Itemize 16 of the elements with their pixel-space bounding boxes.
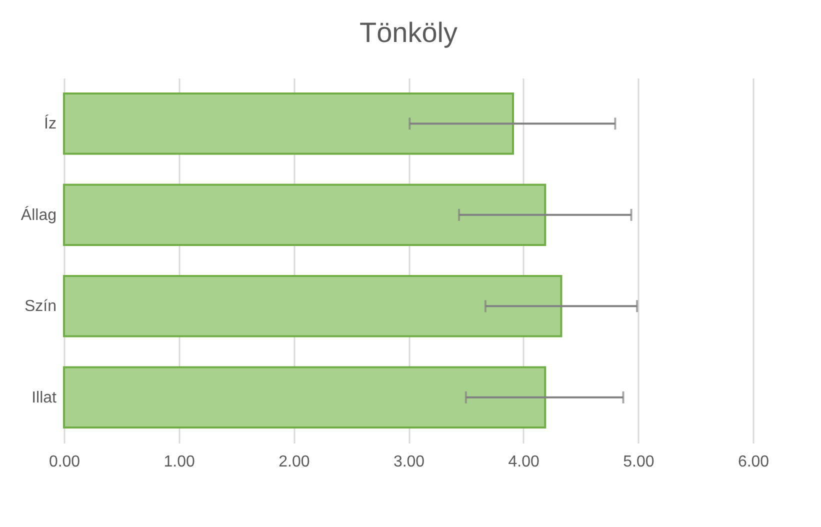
x-tick-label: 5.00 (623, 454, 654, 470)
x-tick-label: 3.00 (393, 454, 425, 470)
y-tick-label: Illat (32, 389, 58, 406)
bar (63, 92, 514, 155)
x-tick-label: 2.00 (278, 454, 310, 470)
bar (63, 184, 546, 246)
y-tick-label: Állag (20, 206, 56, 224)
x-tick-label: 6.00 (738, 454, 770, 470)
bar (63, 275, 562, 338)
x-tick-label: 0.00 (48, 454, 80, 470)
y-tick-label: Íz (44, 114, 56, 133)
x-tick-label: 1.00 (164, 454, 196, 470)
bar (63, 366, 546, 428)
x-tick-label: 4.00 (508, 454, 540, 470)
y-tick-label: Szín (24, 298, 56, 316)
chart-title: Tönköly (359, 17, 458, 48)
